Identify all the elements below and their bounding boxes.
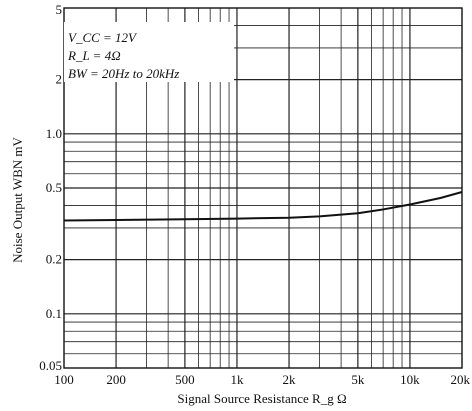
y-tick-label: 0.05 <box>39 358 62 373</box>
y-tick-label: 0.2 <box>46 252 62 267</box>
plot-frame <box>63 7 463 369</box>
x-tick-label: 200 <box>106 372 126 387</box>
series-line <box>63 191 463 222</box>
y-tick-label: 5 <box>56 2 63 17</box>
x-tick-label: 2k <box>283 372 297 387</box>
annotation-rl: R_L = 4Ω <box>67 48 121 63</box>
y-tick-label: 1.0 <box>46 126 62 141</box>
annotation-vcc: V_CC = 12V <box>68 30 138 45</box>
tick-labels: 100 200 500 1k 2k 5k 10k 20k 0.05 0.1 0.2 0.5 1.0 2 5 <box>39 2 470 387</box>
annotation-bw: BW = 20Hz to 20kHz <box>68 66 179 81</box>
y-tick-label: 0.5 <box>46 180 62 195</box>
x-tick-label: 10k <box>400 372 420 387</box>
y-axis-label: Noise Output WBN mV <box>10 137 25 263</box>
x-tick-label: 1k <box>230 372 244 387</box>
legend-box: V_CC = 12V R_L = 4Ω BW = 20Hz to 20kHz <box>64 22 234 82</box>
x-tick-label: 20k <box>451 372 471 387</box>
x-tick-label: 5k <box>351 372 365 387</box>
x-tick-label: 500 <box>175 372 195 387</box>
y-tick-label: 2 <box>56 72 63 87</box>
x-tick-label: 100 <box>54 372 74 387</box>
y-tick-label: 0.1 <box>46 306 62 321</box>
x-axis-label: Signal Source Resistance R_g Ω <box>177 391 346 406</box>
